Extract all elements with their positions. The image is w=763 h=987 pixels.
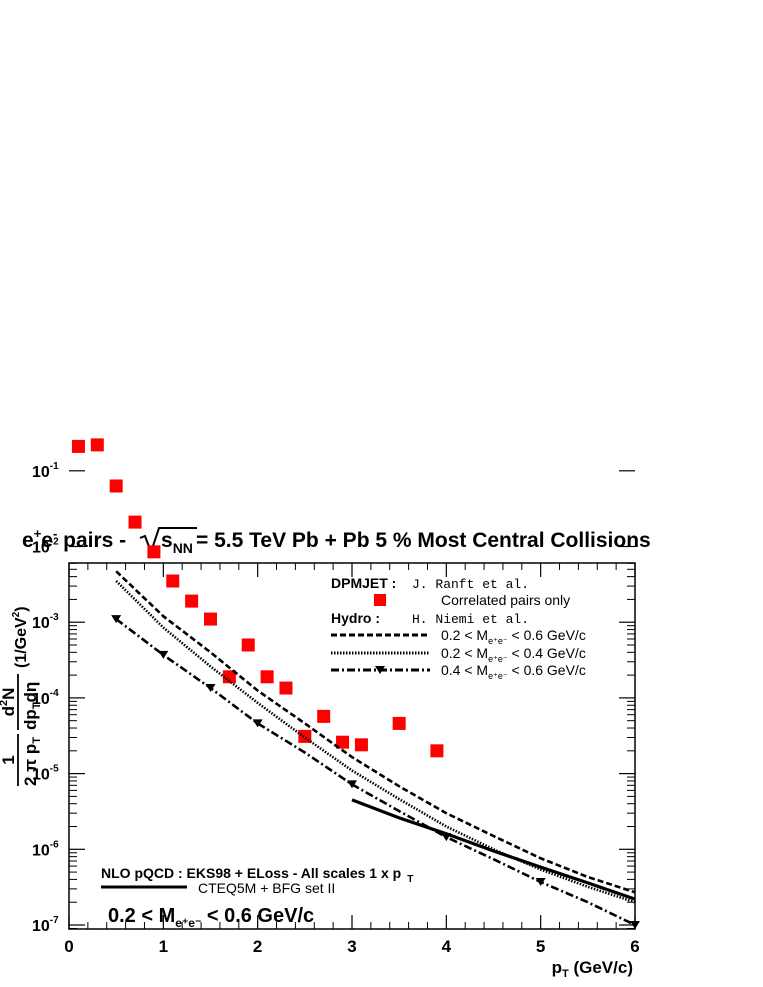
y-label-frac1-den: 2 π pT <box>21 737 43 786</box>
x-tick-label: 6 <box>630 937 639 956</box>
y-tick-label: 10-5 <box>32 764 59 784</box>
data-point-dpmjet <box>298 729 312 743</box>
series-layer <box>71 438 640 929</box>
data-point-dpmjet <box>430 744 444 758</box>
triangle-marker-hydro_04_06 <box>158 650 169 659</box>
y-tick-label: 10-3 <box>32 612 59 632</box>
series-line-nlo_pqcd <box>351 798 636 901</box>
triangle-marker-hydro_04_06 <box>252 719 263 728</box>
legend-dpmjet-label: DPMJET : <box>331 575 396 591</box>
y-label-frac2-num: d2N <box>0 688 18 717</box>
mass-range-annotation: 0.2 < Me⁺e⁻ < 0.6 GeV/c <box>108 905 314 930</box>
legend-entry-2: 0.2 < Me⁺e⁻ < 0.4 GeV/c <box>441 645 586 664</box>
legend-entry-1: 0.2 < Me⁺e⁻ < 0.6 GeV/c <box>441 627 586 646</box>
y-label-unit: (1/GeV2) <box>11 606 30 668</box>
data-point-dpmjet <box>336 735 350 749</box>
triangle-marker-hydro_04_06 <box>347 780 357 789</box>
legend-dpmjet-author: J. Ranft et al. <box>412 577 529 592</box>
y-tick-label: 10-6 <box>32 839 59 859</box>
y-tick-label: 10-1 <box>32 461 59 481</box>
y-tick-label: 10-2 <box>32 537 59 557</box>
data-point-dpmjet <box>90 438 104 452</box>
pqcd-entry: CTEQ5M + BFG set II <box>198 880 335 896</box>
data-point-dpmjet <box>166 574 180 588</box>
triangle-marker-hydro_04_06 <box>205 684 216 693</box>
y-label-frac1-num: 1 <box>0 755 18 764</box>
triangle-marker-hydro_04_06 <box>535 877 546 886</box>
data-point-dpmjet <box>185 594 199 608</box>
legend: DPMJET : J. Ranft et al. Correlated pair… <box>331 575 586 681</box>
axes: 0 1 2 3 4 5 6 10-7 10-6 10-5 10-4 10-3 10-2 10-1 <box>32 461 640 956</box>
data-point-dpmjet <box>317 709 331 723</box>
data-point-dpmjet <box>260 670 274 684</box>
legend-entry-3: 0.4 < Me⁺e⁻ < 0.6 GeV/c <box>441 662 586 681</box>
x-tick-label: 4 <box>442 937 452 956</box>
x-tick-label: 2 <box>253 937 262 956</box>
legend-dpmjet-entry: Correlated pairs only <box>441 592 570 608</box>
data-point-dpmjet <box>392 716 406 730</box>
y-tick-label: 10-7 <box>32 915 59 935</box>
y-axis-label: 1 2 π pT d2N dpTdη (1/GeV2) <box>0 606 43 786</box>
triangle-marker-hydro_04_06 <box>111 615 122 624</box>
data-point-dpmjet <box>241 638 255 652</box>
x-tick-label: 3 <box>347 937 356 956</box>
data-point-dpmjet <box>147 545 161 559</box>
series-line-hydro_04_06 <box>115 618 636 927</box>
data-point-dpmjet <box>71 439 85 453</box>
data-point-dpmjet <box>204 612 217 626</box>
data-point-dpmjet <box>354 738 368 752</box>
legend-dpmjet-marker <box>374 594 386 606</box>
title-sqrt-s: sNN <box>161 529 193 556</box>
data-point-dpmjet <box>279 681 293 695</box>
triangle-marker-hydro_04_06 <box>630 921 640 929</box>
title-rest: = 5.5 TeV Pb + Pb 5 % Most Central Colli… <box>196 529 651 552</box>
x-axis-label: pT (GeV/c) <box>552 958 633 980</box>
y-tick-label: 10-4 <box>32 688 59 708</box>
data-point-dpmjet <box>109 479 123 493</box>
legend-triangle-marker <box>375 666 385 674</box>
series-line-hydro_02_04 <box>115 580 636 904</box>
legend-hydro-author: H. Niemi et al. <box>412 612 529 627</box>
pqcd-annotation: NLO pQCD : EKS98 + ELoss - All scales 1 … <box>101 865 413 885</box>
series-line-hydro_02_06 <box>115 570 636 894</box>
x-tick-label: 0 <box>64 937 73 956</box>
legend-hydro-label: Hydro : <box>331 610 380 626</box>
x-tick-label: 5 <box>536 937 545 956</box>
data-point-dpmjet <box>128 515 142 529</box>
x-tick-label: 1 <box>159 937 168 956</box>
y-label-frac2-den: dpTdη <box>21 682 43 730</box>
